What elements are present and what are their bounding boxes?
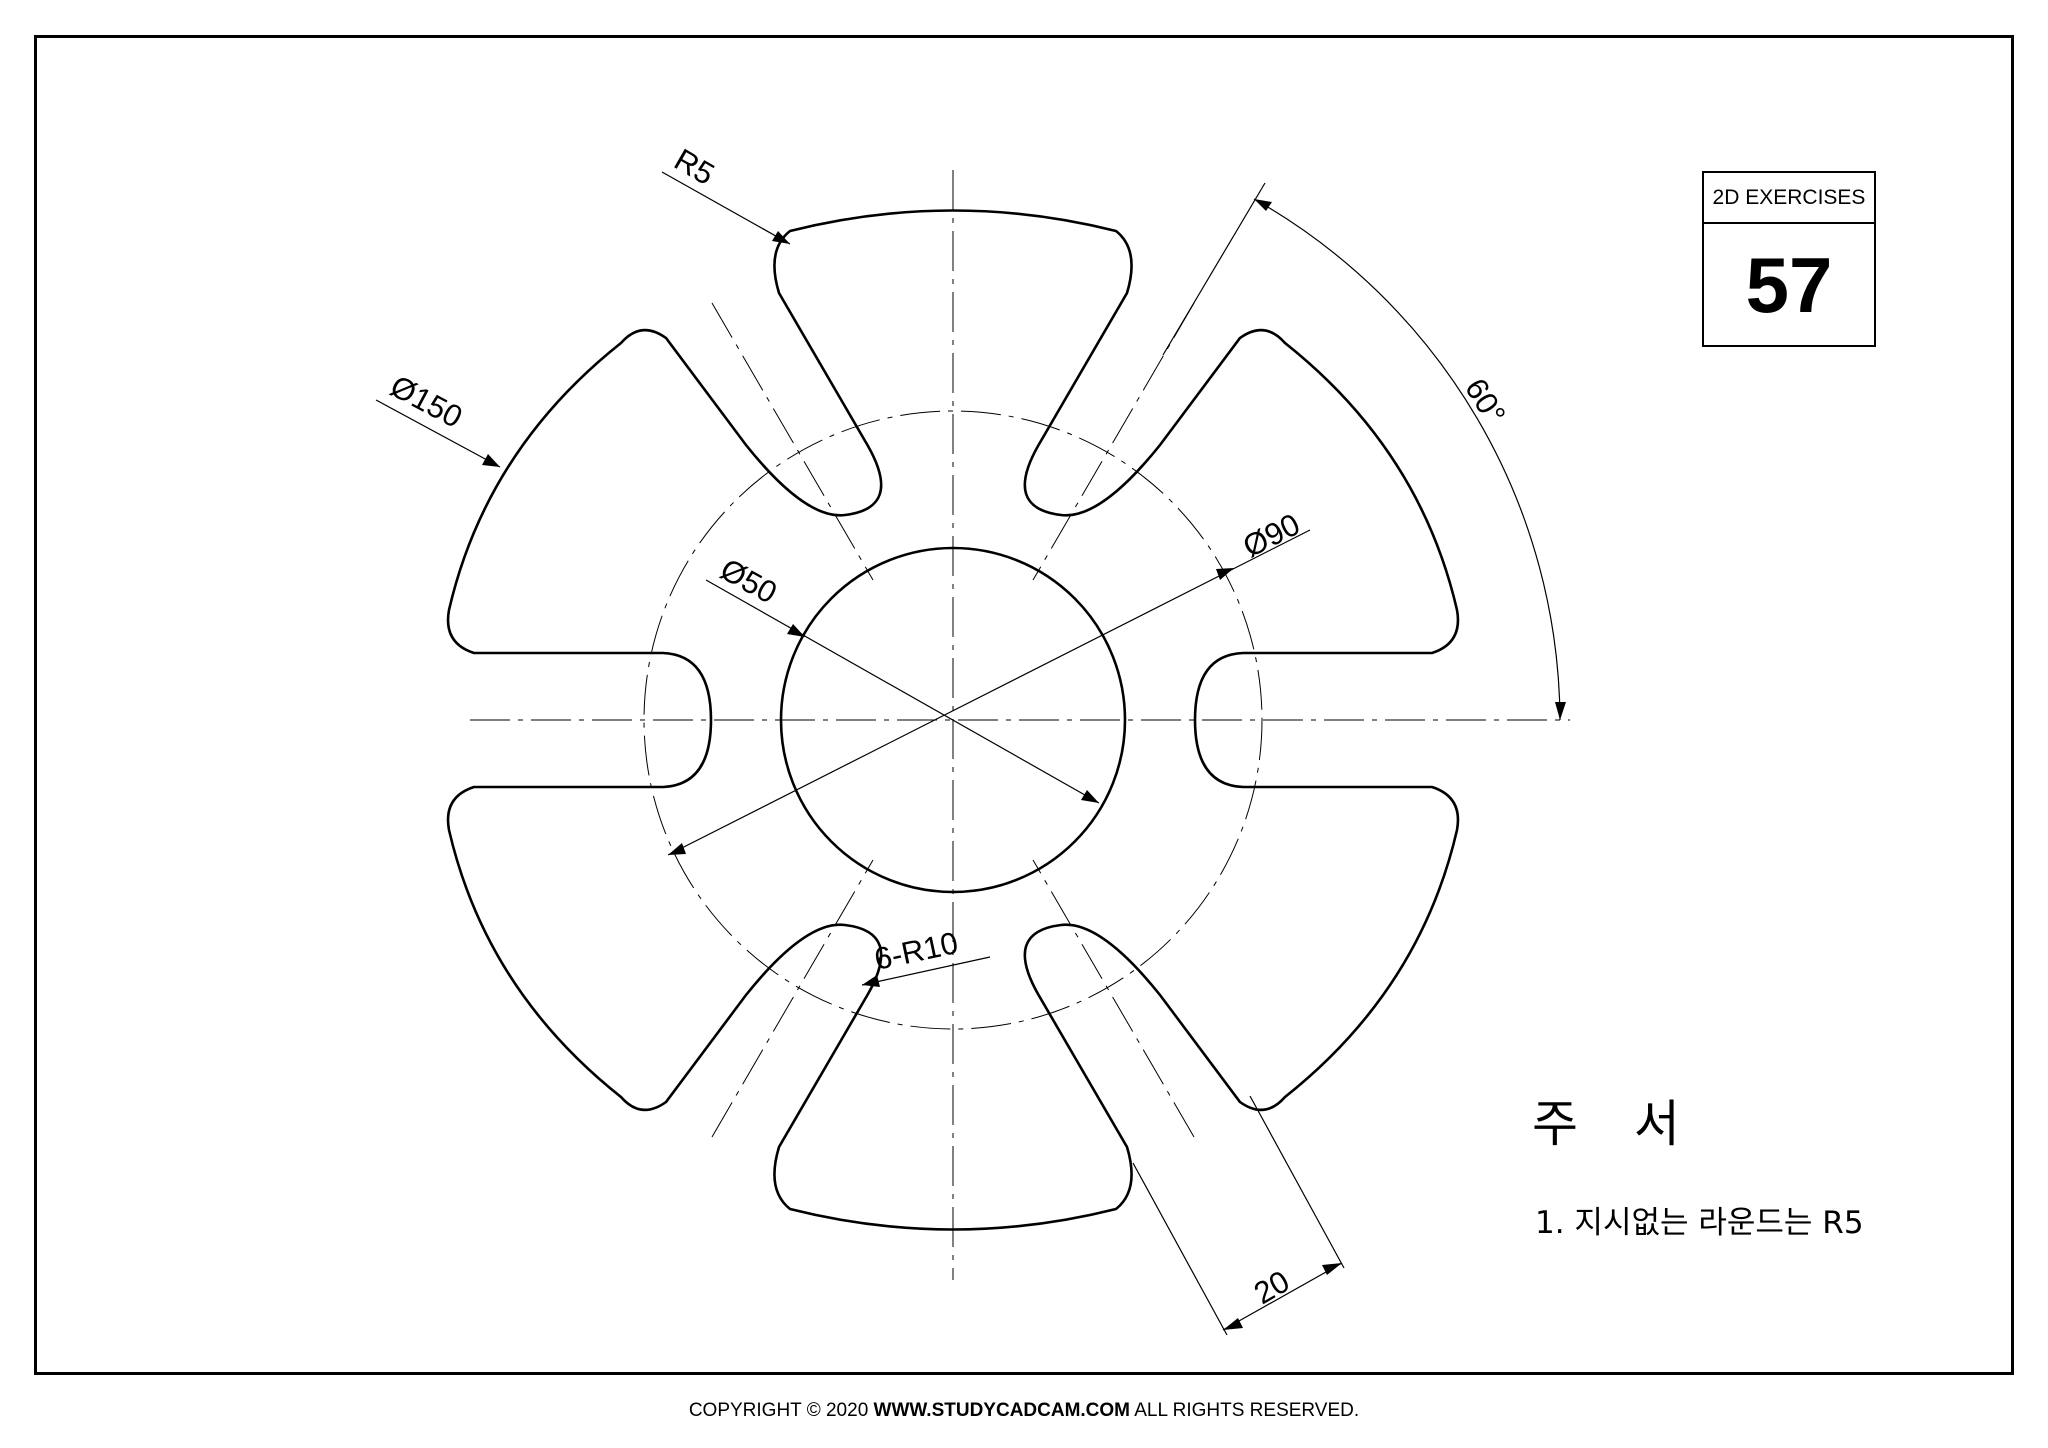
width-dimension-line [1222, 1262, 1343, 1331]
r10-arrow [862, 975, 880, 987]
d150-leader [375, 399, 501, 468]
center-bore [779, 546, 1127, 894]
angle-arc [1253, 198, 1561, 721]
exercise-series-label: 2D EXERCISES [1704, 173, 1874, 224]
copyright-prefix: COPYRIGHT © 2020 [688, 1400, 874, 1421]
angle-extension [1162, 182, 1266, 356]
d90-line [667, 529, 1311, 856]
pitch-circle-90 [643, 410, 1263, 1030]
r10-leader [861, 956, 991, 986]
dimension-lines [375, 171, 1561, 1336]
d90-arrow-1 [668, 843, 686, 855]
r5-leader [661, 171, 791, 245]
part-outline [446, 209, 1460, 1231]
width-arrow-2 [1322, 1263, 1342, 1275]
d90-label: Ø90 [1237, 506, 1305, 564]
slot-centerline-upper-left [711, 302, 874, 581]
width-arrow-1 [1223, 1318, 1243, 1330]
drawing-frame [34, 35, 2014, 1375]
slot-centerline-upper-right [1032, 302, 1195, 581]
d150-arrow [482, 454, 500, 467]
slot-centerline-lower-right [1032, 859, 1195, 1138]
arrowheads [482, 199, 1566, 1330]
outer-profile [446, 209, 1460, 1231]
d50-arrow-1 [787, 624, 805, 637]
d50-line [705, 579, 1100, 804]
width-extension-2 [1249, 1095, 1345, 1269]
d50-label: Ø50 [715, 552, 783, 611]
notes-title: 주 서 [1532, 1095, 1700, 1153]
r5-label: R5 [669, 142, 721, 192]
d150-label: Ø150 [385, 368, 468, 435]
notes-line-1: 1. 지시없는 라운드는 R5 [1535, 1205, 1864, 1241]
r5-arrow [772, 231, 790, 244]
angle-arrow-2 [1555, 702, 1566, 720]
angle-label: 60° [1458, 372, 1513, 430]
exercise-number: 57 [1745, 241, 1833, 329]
r10-label: 6-R10 [871, 925, 961, 977]
slot-centerline-lower-left [711, 859, 874, 1138]
copyright-suffix: ALL RIGHTS RESERVED. [1130, 1400, 1360, 1421]
angle-arrow-1 [1254, 199, 1272, 211]
exercise-title-box: 2D EXERCISES 57 [1702, 171, 1876, 347]
copyright-site: WWW.STUDYCADCAM.COM [873, 1400, 1131, 1421]
width-label: 20 [1248, 1264, 1295, 1312]
copyright-footer: COPYRIGHT © 2020 WWW.STUDYCADCAM.COM ALL… [0, 1400, 2048, 1422]
d90-arrow-2 [1216, 568, 1234, 580]
width-extension-1 [1132, 1162, 1228, 1336]
d50-arrow-2 [1081, 790, 1099, 803]
centerlines [470, 170, 1570, 1280]
